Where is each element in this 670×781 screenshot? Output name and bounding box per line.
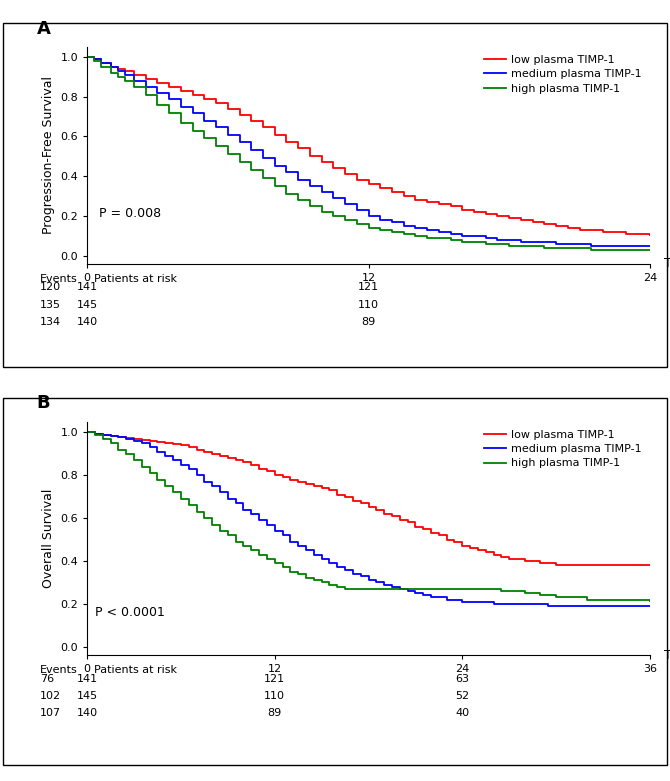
Text: 107: 107 [40,708,62,718]
high plasma TIMP-1 [330,212,337,221]
Text: Events: Events [40,274,78,284]
medium plasma TIMP-1 [330,194,337,203]
Text: 40: 40 [455,708,470,718]
Text: 145: 145 [76,691,98,701]
Y-axis label: Overall Survival: Overall Survival [42,489,55,588]
low plasma TIMP-1 [470,208,478,217]
Text: P < 0.0001: P < 0.0001 [95,606,165,619]
Text: 121: 121 [358,283,379,292]
medium plasma TIMP-1 [114,62,122,72]
medium plasma TIMP-1 [529,599,537,608]
low plasma TIMP-1 [505,212,513,221]
Text: Patients at risk: Patients at risk [94,274,177,284]
Legend: low plasma TIMP-1, medium plasma TIMP-1, high plasma TIMP-1: low plasma TIMP-1, medium plasma TIMP-1,… [479,50,647,98]
Line: low plasma TIMP-1: low plasma TIMP-1 [87,433,650,565]
high plasma TIMP-1 [115,438,123,448]
Text: A: A [36,20,50,38]
medium plasma TIMP-1 [83,52,91,62]
medium plasma TIMP-1 [115,431,123,440]
Text: 110: 110 [264,691,285,701]
Line: low plasma TIMP-1: low plasma TIMP-1 [87,57,650,236]
medium plasma TIMP-1 [646,601,654,611]
Text: B: B [36,394,50,412]
Text: Events: Events [40,665,78,676]
medium plasma TIMP-1 [411,587,419,596]
low plasma TIMP-1 [212,94,220,103]
Line: high plasma TIMP-1: high plasma TIMP-1 [87,433,650,601]
low plasma TIMP-1 [91,428,99,437]
Text: Time (months): Time (months) [664,258,670,270]
Text: 102: 102 [40,691,62,701]
high plasma TIMP-1 [513,587,521,596]
low plasma TIMP-1 [411,518,419,527]
high plasma TIMP-1 [83,52,91,62]
low plasma TIMP-1 [513,555,521,564]
Line: high plasma TIMP-1: high plasma TIMP-1 [87,57,650,250]
high plasma TIMP-1 [91,428,99,437]
Y-axis label: Progression-Free Survival: Progression-Free Survival [42,77,55,234]
Text: 145: 145 [76,300,98,309]
Legend: low plasma TIMP-1, medium plasma TIMP-1, high plasma TIMP-1: low plasma TIMP-1, medium plasma TIMP-1,… [479,425,647,473]
high plasma TIMP-1 [529,588,537,597]
medium plasma TIMP-1 [470,231,478,241]
medium plasma TIMP-1 [513,599,521,608]
low plasma TIMP-1 [411,195,419,205]
low plasma TIMP-1 [330,164,337,173]
Text: 120: 120 [40,283,62,292]
high plasma TIMP-1 [587,245,595,255]
Text: 110: 110 [358,300,379,309]
high plasma TIMP-1 [646,245,654,255]
low plasma TIMP-1 [614,561,622,570]
Text: 89: 89 [361,317,376,326]
medium plasma TIMP-1 [91,428,99,437]
low plasma TIMP-1 [83,52,91,62]
low plasma TIMP-1 [552,561,560,570]
low plasma TIMP-1 [529,556,537,565]
medium plasma TIMP-1 [587,241,595,251]
high plasma TIMP-1 [505,239,513,248]
medium plasma TIMP-1 [646,241,654,251]
low plasma TIMP-1 [646,231,654,241]
Text: 134: 134 [40,317,62,326]
medium plasma TIMP-1 [83,428,91,437]
high plasma TIMP-1 [114,68,122,77]
Text: P = 0.008: P = 0.008 [99,207,161,220]
high plasma TIMP-1 [212,134,220,143]
high plasma TIMP-1 [646,597,654,606]
Text: 140: 140 [76,708,98,718]
Text: 76: 76 [40,674,54,683]
high plasma TIMP-1 [470,237,478,247]
low plasma TIMP-1 [83,428,91,437]
Text: 140: 140 [76,317,98,326]
Line: medium plasma TIMP-1: medium plasma TIMP-1 [87,57,650,246]
Text: 141: 141 [76,283,98,292]
Text: 121: 121 [264,674,285,683]
low plasma TIMP-1 [115,431,123,440]
high plasma TIMP-1 [411,231,419,241]
Line: medium plasma TIMP-1: medium plasma TIMP-1 [87,433,650,606]
medium plasma TIMP-1 [505,235,513,244]
Text: 63: 63 [456,674,469,683]
high plasma TIMP-1 [411,584,419,594]
medium plasma TIMP-1 [411,223,419,233]
medium plasma TIMP-1 [544,601,552,611]
high plasma TIMP-1 [83,428,91,437]
high plasma TIMP-1 [607,595,615,604]
Text: Time (months): Time (months) [664,649,670,662]
medium plasma TIMP-1 [614,601,622,611]
Text: 135: 135 [40,300,61,309]
Text: 141: 141 [76,674,98,683]
Text: 52: 52 [455,691,470,701]
Text: 89: 89 [267,708,282,718]
Text: Patients at risk: Patients at risk [94,665,177,676]
low plasma TIMP-1 [646,561,654,570]
low plasma TIMP-1 [114,62,122,72]
medium plasma TIMP-1 [212,116,220,125]
